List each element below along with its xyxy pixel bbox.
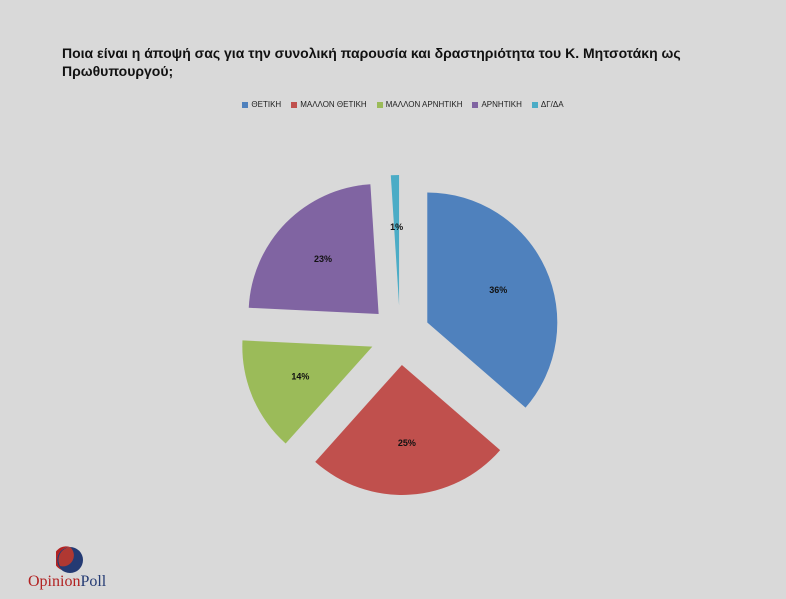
legend-swatch <box>291 101 298 108</box>
slice-arnitiki <box>248 184 379 314</box>
data-label: 14% <box>291 372 309 382</box>
logo-text: OpinionPoll <box>28 572 106 592</box>
slice-mallon-arnitiki <box>242 340 373 444</box>
chart-title: Ποια είναι η άποψή σας για την συνολική … <box>62 45 681 79</box>
legend-item-mallon-thetiki: ΜΑΛΛΟΝ ΘΕΤΙΚΗ <box>291 100 367 109</box>
logo-circle-icon <box>53 546 84 574</box>
legend-swatch <box>531 101 538 108</box>
legend-label: ΑΡΝΗΤΙΚΗ <box>481 100 522 109</box>
legend-label: ΜΑΛΛΟΝ ΑΡΝΗΤΙΚΗ <box>385 100 463 109</box>
logo-text-opinion: Opinion <box>28 573 81 590</box>
legend-label: ΘΕΤΙΚΗ <box>251 100 282 109</box>
legend-item-thetiki: ΘΕΤΙΚΗ <box>242 100 281 109</box>
opinionpoll-logo: OpinionPoll <box>26 540 126 595</box>
legend-swatch <box>472 101 479 108</box>
slice-dg-da <box>390 175 400 306</box>
legend-item-dg-da: ΔΓ/ΔΑ <box>531 100 564 109</box>
data-label: 1% <box>390 222 403 232</box>
legend-swatch <box>242 101 249 108</box>
legend-label: ΜΑΛΛΟΝ ΘΕΤΙΚΗ <box>300 100 367 109</box>
slice-thetiki <box>427 192 558 408</box>
legend-label: ΔΓ/ΔΑ <box>540 100 564 109</box>
legend-item-mallon-arnitiki: ΜΑΛΛΟΝ ΑΡΝΗΤΙΚΗ <box>376 100 463 109</box>
data-label: 25% <box>398 438 416 448</box>
legend-swatch <box>376 101 383 108</box>
chart-legend: ΘΕΤΙΚΗ ΜΑΛΛΟΝ ΘΕΤΙΚΗ ΜΑΛΛΟΝ ΑΡΝΗΤΙΚΗ ΑΡΝ… <box>0 100 786 109</box>
legend-item-arnitiki: ΑΡΝΗΤΙΚΗ <box>472 100 522 109</box>
logo-text-poll: Poll <box>80 573 107 590</box>
data-label: 23% <box>314 254 332 264</box>
slice-mallon-thetiki <box>315 364 501 495</box>
data-label: 36% <box>489 285 507 295</box>
